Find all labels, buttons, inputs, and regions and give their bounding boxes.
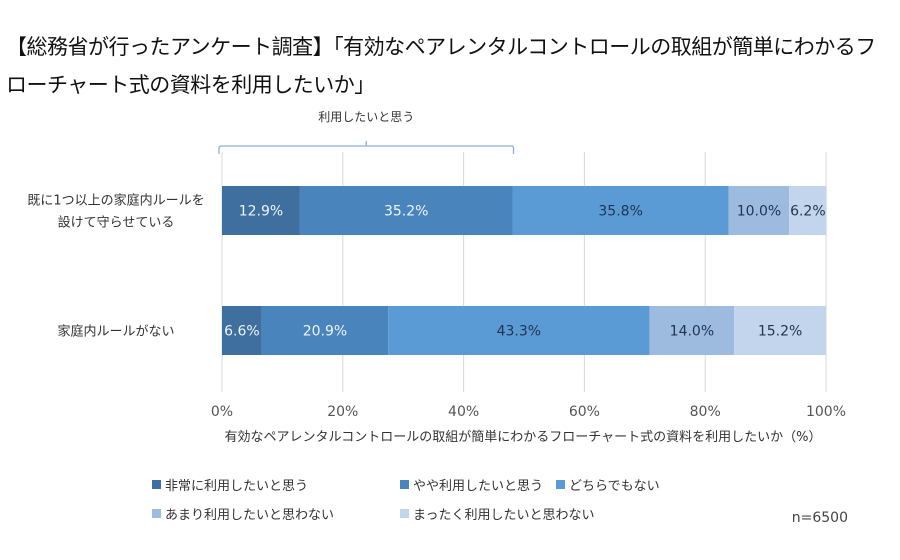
legend-item: あまり利用したいと思わない [152,508,334,523]
bar-segment [388,306,650,355]
bracket-annotation: 利用したいと思う [218,110,515,154]
x-tick-label: 60% [569,404,600,420]
legend-item: 非常に利用したいと思う [152,479,308,494]
x-tick-label: 80% [690,404,721,420]
legend-swatch [556,480,565,489]
legend-label: やや利用したいと思う [413,479,543,494]
data-label: 14.0% [670,324,714,340]
legend-swatch [400,480,409,489]
bracket-line [218,145,515,154]
category-label: 家庭内ルールがない [57,324,174,340]
sample-size-note: n=6500 [792,510,848,526]
legend-label: まったく利用したいと思わない [413,508,594,523]
data-label: 15.2% [758,324,802,340]
legend-swatch [400,509,409,518]
x-tick-labels: 0% 20% 40% 60% 80% 100% [211,404,846,420]
data-label: 6.6% [224,324,260,340]
category-label: 設けて守らせている [58,215,175,231]
legend-item: どちらでもない [556,479,660,494]
legend-swatch [152,480,161,489]
x-tick-label: 0% [211,404,233,420]
legend-label: どちらでもない [569,479,660,494]
x-tick-label: 20% [327,404,358,420]
data-label: 20.9% [303,324,347,340]
data-label: 35.2% [384,204,428,220]
bar-segment [512,186,729,235]
x-tick-label: 100% [806,404,846,420]
bar-segment [649,306,735,355]
legend-label: あまり利用したいと思わない [165,508,334,523]
data-label: 35.8% [598,204,642,220]
legend-item: まったく利用したいと思わない [400,508,594,523]
bar-segment [222,186,300,235]
data-label: 6.2% [790,204,826,220]
bracket-label: 利用したいと思う [318,110,414,124]
data-label: 43.3% [497,324,541,340]
data-label: 10.0% [737,204,781,220]
legend-label: 非常に利用したいと思う [165,479,308,494]
bar-segment [734,306,826,355]
bar-segment [299,186,513,235]
legend: 非常に利用したいと思う やや利用したいと思う どちらでもないあまり利用したいと思わな… [152,479,660,523]
x-tick-label: 40% [448,404,479,420]
legend-swatch [152,509,161,518]
bar-row: 12.9% 35.2% 35.8% 10.0% 6.2% [222,186,827,235]
bar-row: 6.6% 20.9% 43.3% 14.0% 15.2% [222,306,826,355]
bar-segment [261,306,389,355]
chart-title: 【総務省が行ったアンケート調査】「有効なペアレンタルコントロールの取組が簡単にわ… [6,35,876,97]
x-axis-title: 有効なペアレンタルコントロールの取組が簡単にわかるフローチャート式の資料を利用し… [225,429,822,445]
legend-item: やや利用したいと思う [400,479,543,494]
data-label: 12.9% [239,204,283,220]
bar-segment [222,306,262,355]
bar-segment [728,186,790,235]
category-label: 既に1つ以上の家庭内ルールを [27,193,204,209]
bars: 12.9% 35.2% 35.8% 10.0% 6.2% 6.6% 20.9% 43.3% 14… [222,186,827,355]
bar-segment [789,186,827,235]
